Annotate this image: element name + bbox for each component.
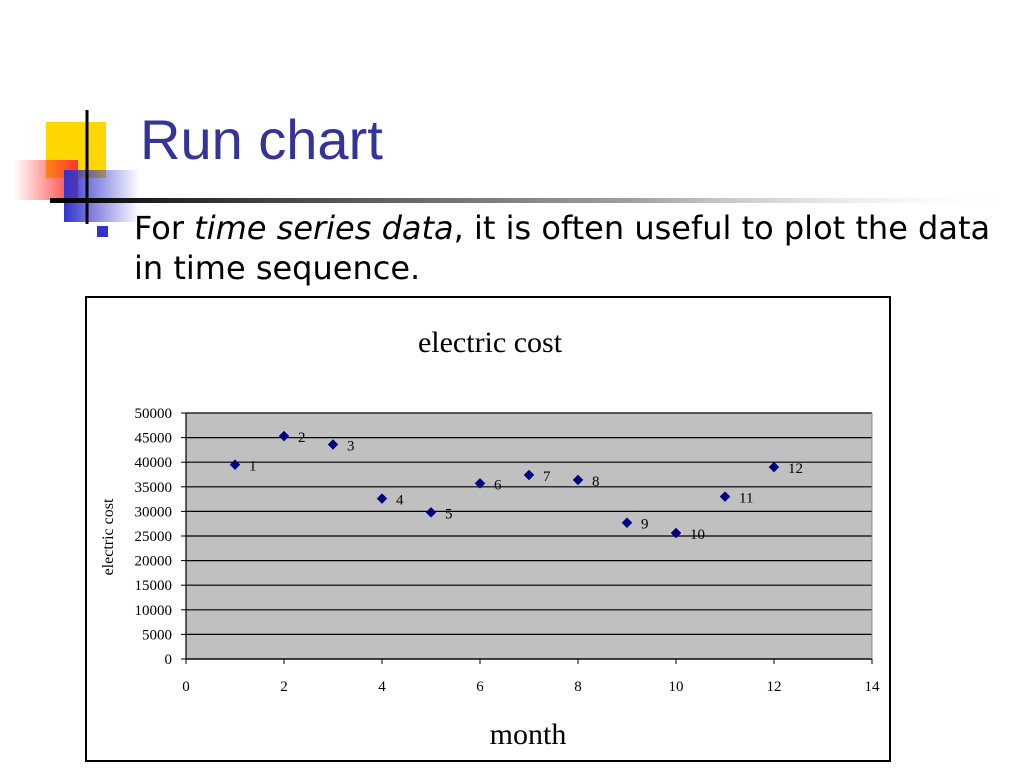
- y-tick-label-0: 0: [165, 652, 173, 668]
- y-tick-label-25000: 25000: [135, 529, 173, 545]
- y-tick-label-10000: 10000: [135, 603, 173, 619]
- data-label-12: 12: [788, 461, 803, 477]
- y-tick-label-5000: 5000: [142, 627, 172, 643]
- data-label-7: 7: [543, 469, 551, 485]
- y-tick-label-35000: 35000: [135, 480, 173, 496]
- bullet-square-icon: [97, 226, 108, 237]
- chart-title: electric cost: [418, 326, 563, 359]
- page-title: Run chart: [140, 108, 383, 171]
- title-decoration: [14, 110, 1024, 224]
- data-label-5: 5: [445, 506, 453, 522]
- data-label-8: 8: [592, 474, 600, 490]
- data-point-5: [425, 507, 437, 518]
- y-tick-label-40000: 40000: [135, 455, 173, 471]
- data-point-2: [278, 430, 290, 442]
- data-label-1: 1: [249, 459, 257, 475]
- y-tick-label-30000: 30000: [135, 504, 173, 520]
- data-point-11: [719, 491, 731, 502]
- x-tick-label-0: 0: [182, 679, 190, 695]
- data-point-7: [523, 469, 535, 481]
- y-axis-label: electric cost: [100, 498, 117, 575]
- bullet-text-emphasis: time series data: [194, 209, 454, 247]
- x-tick-label-2: 2: [280, 679, 288, 695]
- bullet-text: For time series data, it is often useful…: [134, 208, 1004, 288]
- y-tick-label-50000: 50000: [135, 406, 173, 422]
- data-label-6: 6: [494, 477, 502, 493]
- y-tick-label-45000: 45000: [135, 431, 173, 447]
- data-label-2: 2: [298, 430, 306, 446]
- chart-container: electric cost electric cost month 0 5000 1…: [85, 296, 891, 762]
- data-point-10: [670, 527, 682, 539]
- data-point-12: [768, 461, 780, 473]
- data-label-9: 9: [641, 517, 649, 533]
- deco-blue-square: [64, 170, 140, 222]
- data-point-3: [327, 439, 339, 450]
- x-tick-label-4: 4: [378, 679, 386, 695]
- data-point-6: [474, 478, 486, 489]
- data-point-1: [229, 459, 241, 471]
- deco-horizontal-line: [50, 198, 1024, 203]
- bullet-text-after: , it is often useful to plot the data in…: [134, 209, 991, 287]
- data-label-10: 10: [690, 527, 705, 543]
- data-label-11: 11: [739, 491, 753, 507]
- data-point-9: [621, 517, 633, 529]
- data-label-4: 4: [396, 493, 404, 509]
- scatter-chart: electric cost electric cost month 0 5000 1…: [100, 326, 881, 751]
- x-tick-label-8: 8: [574, 679, 582, 695]
- data-point-4: [376, 493, 388, 504]
- y-tick-label-15000: 15000: [135, 578, 173, 594]
- data-point-8: [572, 474, 584, 486]
- y-tick-label-20000: 20000: [135, 554, 173, 570]
- x-axis-label: month: [490, 718, 567, 751]
- x-tick-label-12: 12: [767, 679, 782, 695]
- x-tick-label-10: 10: [669, 679, 684, 695]
- bullet-text-before: For: [134, 209, 195, 247]
- x-tick-label-14: 14: [865, 679, 881, 695]
- plot-area: 0 5000 10000 15000 20000 25000 30000 35000 40000…: [135, 406, 881, 695]
- x-tick-label-6: 6: [476, 679, 484, 695]
- data-label-3: 3: [347, 438, 355, 454]
